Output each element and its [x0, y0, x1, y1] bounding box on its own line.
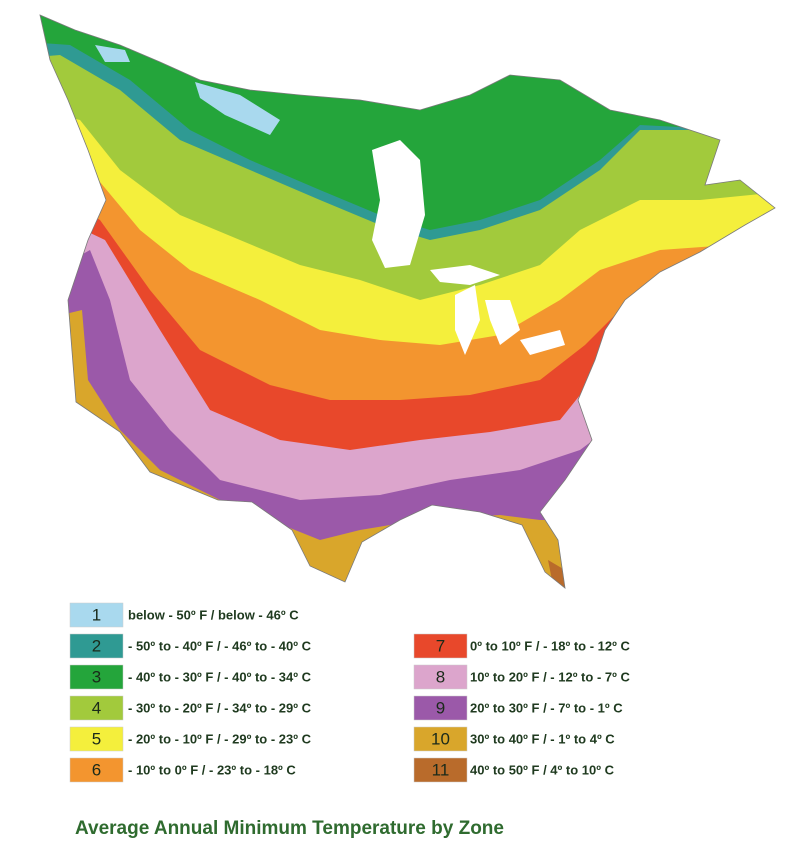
great-lakes	[430, 265, 565, 355]
legend-zone: 5	[92, 729, 101, 748]
legend: 1 below - 50º F / below - 46º C 2 - 50º to …	[69, 602, 630, 783]
legend-swatch	[413, 757, 468, 783]
legend-label: 10º to 20º F / - 12º to - 7º C	[470, 669, 630, 684]
legend-zone: 1	[92, 605, 101, 624]
legend-zone: 10	[431, 729, 450, 748]
legend-zone: 2	[92, 636, 101, 655]
legend-swatch	[69, 757, 124, 783]
zone-region	[548, 560, 566, 588]
legend-zone: 3	[92, 667, 101, 686]
legend-zone: 11	[432, 760, 450, 779]
coastline	[39, 14, 776, 589]
map	[40, 15, 775, 588]
legend-swatch	[413, 664, 468, 690]
map-title: Average Annual Minimum Temperature by Zo…	[75, 818, 504, 839]
legend-label: - 50º to - 40º F / - 46º to - 40º C	[128, 638, 312, 653]
legend-zone: 4	[92, 698, 101, 717]
legend-label: 30º to 40º F / - 1º to 4º C	[470, 731, 615, 746]
legend-swatch	[413, 726, 468, 752]
legend-swatch	[413, 633, 468, 659]
legend-zone: 8	[436, 667, 445, 686]
legend-swatch	[69, 695, 124, 721]
legend-label: - 40º to - 30º F / - 40º to - 34º C	[128, 669, 312, 684]
legend-swatch	[69, 664, 124, 690]
legend-label: 0º to 10º F / - 18º to - 12º C	[470, 638, 630, 653]
legend-label: - 30º to - 20º F / - 34º to - 29º C	[128, 700, 312, 715]
legend-label: 20º to 30º F / - 7º to - 1º C	[470, 700, 623, 715]
legend-zone: 9	[436, 698, 445, 717]
zone-region	[95, 45, 280, 135]
legend-swatch	[69, 602, 124, 628]
legend-label: - 10º to 0º F / - 23º to - 18º C	[128, 762, 296, 777]
legend-label: below - 50º F / below - 46º C	[128, 607, 299, 622]
legend-zone: 7	[436, 636, 445, 655]
legend-swatch	[69, 726, 124, 752]
legend-swatch	[69, 633, 124, 659]
legend-swatch	[413, 695, 468, 721]
legend-zone: 6	[92, 760, 101, 779]
legend-label: - 20º to - 10º F / - 29º to - 23º C	[128, 731, 312, 746]
legend-label: 40º to 50º F / 4º to 10º C	[470, 762, 615, 777]
hudson-bay	[372, 140, 425, 268]
